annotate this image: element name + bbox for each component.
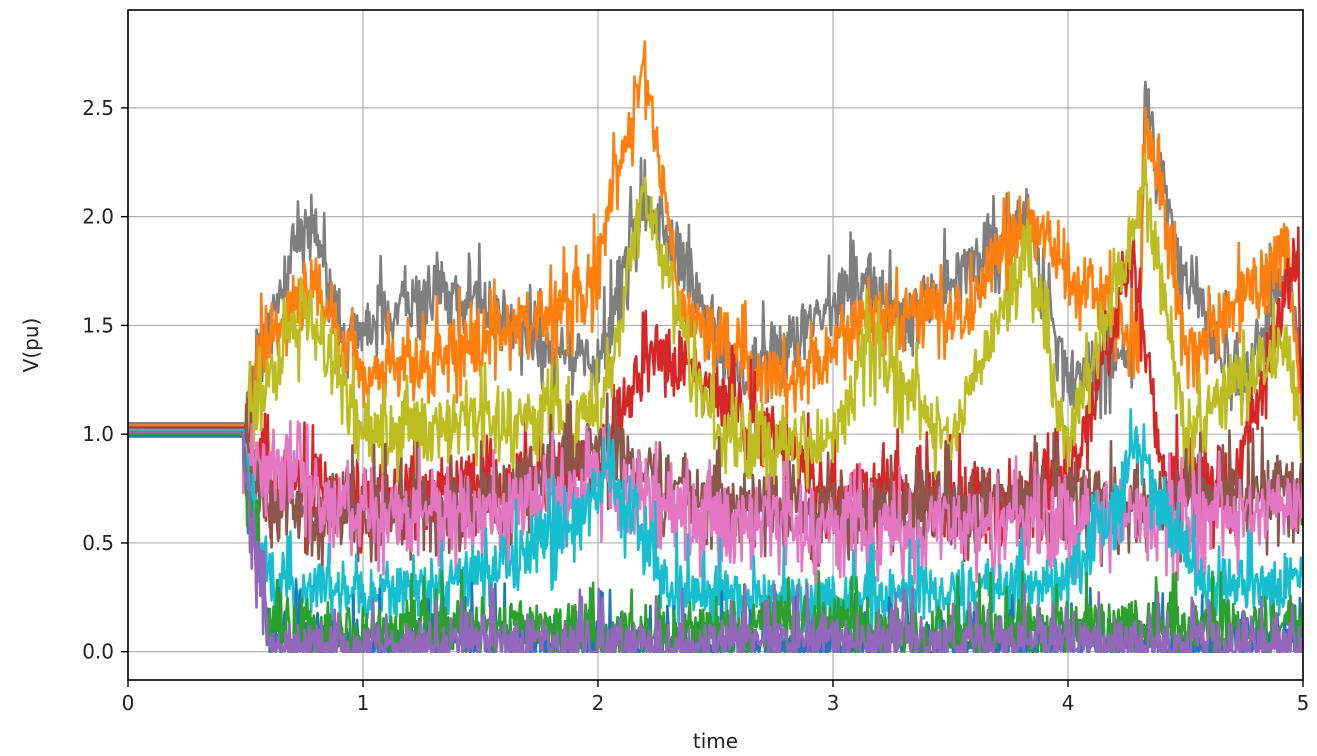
series-line: [128, 420, 1303, 588]
x-tick-label: 1: [357, 691, 370, 715]
series-line: [128, 432, 1303, 653]
series-line: [128, 153, 1303, 494]
x-axis-label: time: [693, 729, 738, 753]
x-tick-label: 4: [1062, 691, 1075, 715]
y-tick-label: 1.5: [82, 313, 114, 337]
x-tick-label: 5: [1297, 691, 1310, 715]
series-line: [128, 40, 1303, 453]
x-tick-label: 0: [122, 691, 135, 715]
y-tick-label: 2.5: [82, 96, 114, 120]
y-tick-label: 0.0: [82, 640, 114, 664]
y-axis-label: V(pu): [19, 318, 43, 373]
plot-frame: [127, 9, 1304, 681]
series-line: [128, 408, 1303, 643]
series-line: [128, 430, 1303, 653]
x-tick-label: 3: [827, 691, 840, 715]
series-line: [128, 80, 1303, 459]
x-axis-ticks: 0 1 2 3 4 5: [122, 680, 1310, 715]
x-tick-label: 2: [592, 691, 605, 715]
y-tick-label: 1.0: [82, 422, 114, 446]
y-axis-ticks: 0.0 0.5 1.0 1.5 2.0 2.5: [82, 96, 128, 664]
y-tick-label: 2.0: [82, 205, 114, 229]
series-group: [128, 40, 1303, 653]
y-tick-label: 0.5: [82, 531, 114, 555]
